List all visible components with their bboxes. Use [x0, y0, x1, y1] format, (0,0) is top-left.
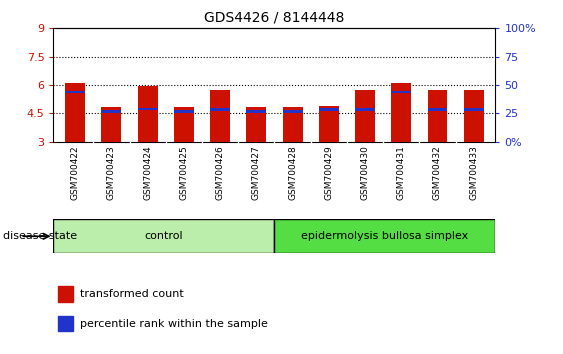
- Bar: [65, 91, 85, 93]
- Bar: [319, 106, 339, 142]
- Bar: [247, 110, 266, 113]
- Bar: [283, 110, 302, 113]
- Bar: [174, 107, 194, 142]
- Text: epidermolysis bullosa simplex: epidermolysis bullosa simplex: [301, 231, 468, 241]
- Bar: [101, 107, 122, 142]
- Text: disease state: disease state: [3, 231, 77, 241]
- Text: GSM700429: GSM700429: [324, 145, 333, 200]
- Bar: [210, 108, 230, 111]
- Text: GSM700422: GSM700422: [71, 145, 80, 200]
- Text: transformed count: transformed count: [80, 289, 184, 299]
- Text: GSM700425: GSM700425: [180, 145, 189, 200]
- Text: GSM700426: GSM700426: [216, 145, 225, 200]
- Bar: [319, 108, 339, 111]
- Bar: [283, 107, 302, 142]
- Text: GSM700432: GSM700432: [433, 145, 442, 200]
- Bar: [101, 110, 122, 113]
- Bar: [138, 86, 158, 142]
- Bar: [427, 108, 448, 111]
- Text: GDS4426 / 8144448: GDS4426 / 8144448: [204, 11, 345, 25]
- Bar: [53, 219, 275, 253]
- Bar: [174, 110, 194, 113]
- Text: GSM700428: GSM700428: [288, 145, 297, 200]
- Bar: [58, 286, 73, 302]
- Text: GSM700433: GSM700433: [469, 145, 478, 200]
- Bar: [355, 90, 375, 142]
- Bar: [247, 107, 266, 142]
- Bar: [138, 108, 158, 110]
- Bar: [355, 108, 375, 111]
- Bar: [391, 83, 411, 142]
- Text: percentile rank within the sample: percentile rank within the sample: [80, 319, 268, 329]
- Bar: [275, 219, 495, 253]
- Text: GSM700424: GSM700424: [143, 145, 152, 200]
- Bar: [427, 90, 448, 142]
- Bar: [58, 316, 73, 331]
- Text: control: control: [145, 231, 184, 241]
- Bar: [391, 91, 411, 93]
- Text: GSM700423: GSM700423: [107, 145, 116, 200]
- Text: GSM700430: GSM700430: [360, 145, 369, 200]
- Bar: [65, 84, 85, 142]
- Bar: [464, 108, 484, 111]
- Text: GSM700427: GSM700427: [252, 145, 261, 200]
- Text: GSM700431: GSM700431: [397, 145, 406, 200]
- Bar: [210, 90, 230, 142]
- Bar: [464, 90, 484, 142]
